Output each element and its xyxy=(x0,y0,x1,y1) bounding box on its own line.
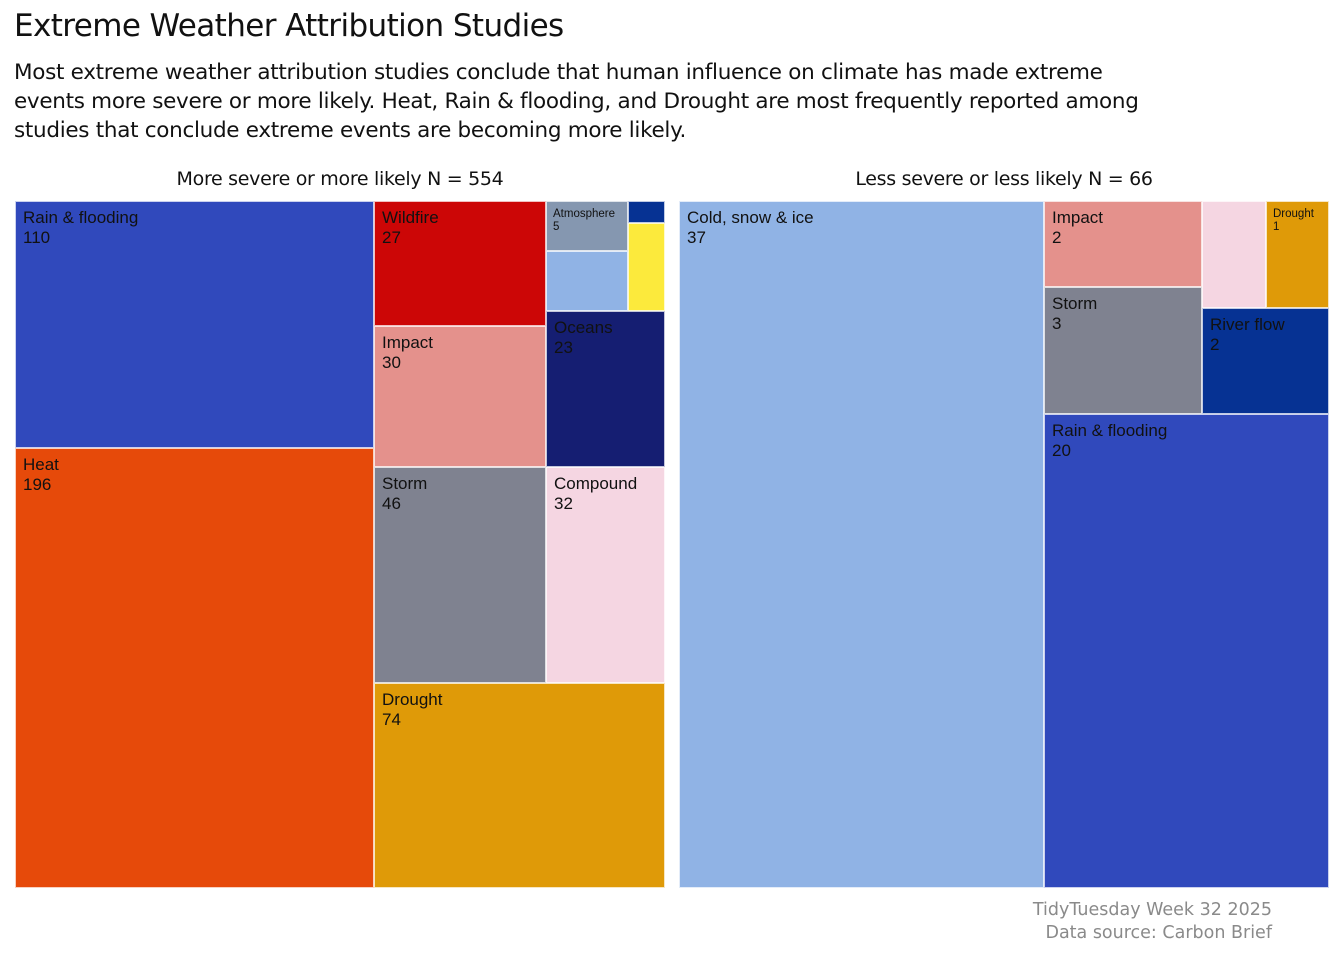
treemap-less-likely: Cold, snow & ice 37 Rain & flooding 20 Storm… xyxy=(679,201,1329,888)
tile-value: 23 xyxy=(554,338,573,357)
tile-impact: Impact 2 xyxy=(1044,201,1202,287)
tile-label: Rain & flooding 20 xyxy=(1052,421,1167,461)
tile-name: Drought xyxy=(382,690,443,709)
tile-unlabeled-9 xyxy=(546,251,628,311)
tile-value: 1 xyxy=(1273,221,1280,233)
tile-oceans: Oceans 23 xyxy=(546,311,665,467)
tile-heat: Heat 196 xyxy=(15,448,374,888)
tile-value: 27 xyxy=(382,228,401,247)
tile-value: 30 xyxy=(382,353,401,372)
chart-title: Extreme Weather Attribution Studies xyxy=(14,8,564,44)
panel-title-more-likely: More severe or more likely N = 554 xyxy=(176,168,504,190)
tile-name: Storm xyxy=(1052,294,1098,313)
tile-name: Wildfire xyxy=(382,208,439,227)
treemap-more-likely: Heat 196 Rain & flooding 110 Drought 74 Storm 4… xyxy=(15,201,665,888)
tile-label: Drought 74 xyxy=(382,690,442,730)
tile-label: Oceans 23 xyxy=(554,318,613,358)
tile-label: Rain & flooding 110 xyxy=(23,208,138,248)
tile-river-flow: River flow 2 xyxy=(1202,308,1329,414)
tile-label: Drought 1 xyxy=(1273,208,1314,234)
panel-title-less-likely: Less severe or less likely N = 66 xyxy=(855,168,1153,190)
tile-name: River flow xyxy=(1210,315,1285,334)
tile-label: Cold, snow & ice 37 xyxy=(687,208,814,248)
tile-label: Heat 196 xyxy=(23,455,59,495)
tile-value: 2 xyxy=(1210,335,1220,354)
tile-name: Rain & flooding xyxy=(1052,421,1168,440)
caption-line-2: Data source: Carbon Brief xyxy=(1045,923,1272,943)
tile-label: Impact 30 xyxy=(382,333,433,373)
tile-value: 5 xyxy=(553,221,560,233)
tile-atmosphere: Atmosphere 5 xyxy=(546,201,628,251)
tile-value: 196 xyxy=(23,475,52,494)
tile-storm: Storm 46 xyxy=(374,467,546,683)
tile-value: 20 xyxy=(1052,441,1071,460)
caption: TidyTuesday Week 32 2025 Data source: Ca… xyxy=(1033,899,1272,945)
tile-wildfire: Wildfire 27 xyxy=(374,201,546,326)
tile-compound: Compound 32 xyxy=(546,467,665,683)
tile-name: Storm xyxy=(382,474,428,493)
tile-drought: Drought 74 xyxy=(374,683,665,888)
tile-drought: Drought 1 xyxy=(1266,201,1329,308)
caption-line-1: TidyTuesday Week 32 2025 xyxy=(1032,900,1272,920)
tile-name: Atmosphere xyxy=(553,208,616,220)
tile-name: Compound xyxy=(554,474,638,493)
tile-value: 74 xyxy=(382,710,401,729)
tile-label: Storm 3 xyxy=(1052,294,1097,334)
tile-unlabeled-6 xyxy=(1202,201,1266,308)
tile-label: River flow 2 xyxy=(1210,315,1285,355)
tile-value: 110 xyxy=(23,228,51,247)
tile-label: Storm 46 xyxy=(382,474,427,514)
tile-name: Oceans xyxy=(554,318,613,337)
tile-impact: Impact 30 xyxy=(374,326,546,467)
tile-value: 2 xyxy=(1052,228,1062,247)
tile-unlabeled-10 xyxy=(628,223,665,311)
tile-name: Cold, snow & ice xyxy=(687,208,814,227)
tile-value: 32 xyxy=(554,494,573,513)
tile-label: Compound 32 xyxy=(554,474,637,514)
tile-value: 46 xyxy=(382,494,401,513)
tile-rain-flooding: Rain & flooding 110 xyxy=(15,201,374,448)
tile-name: Impact xyxy=(1052,208,1104,227)
tile-label: Impact 2 xyxy=(1052,208,1103,248)
tile-name: Impact xyxy=(382,333,434,352)
tile-unlabeled-11 xyxy=(628,201,665,223)
tile-value: 3 xyxy=(1052,314,1062,333)
chart-subtitle: Most extreme weather attribution studies… xyxy=(14,60,1139,143)
tile-name: Drought xyxy=(1273,208,1314,220)
tile-rain-flooding: Rain & flooding 20 xyxy=(1044,414,1329,888)
tile-label: Atmosphere 5 xyxy=(553,208,615,234)
tile-storm: Storm 3 xyxy=(1044,287,1202,414)
tile-name: Rain & flooding xyxy=(23,208,139,227)
tile-label: Wildfire 27 xyxy=(382,208,439,248)
tile-value: 37 xyxy=(687,228,706,247)
tile-name: Heat xyxy=(23,455,59,474)
tile-cold-snow-ice: Cold, snow & ice 37 xyxy=(679,201,1044,888)
